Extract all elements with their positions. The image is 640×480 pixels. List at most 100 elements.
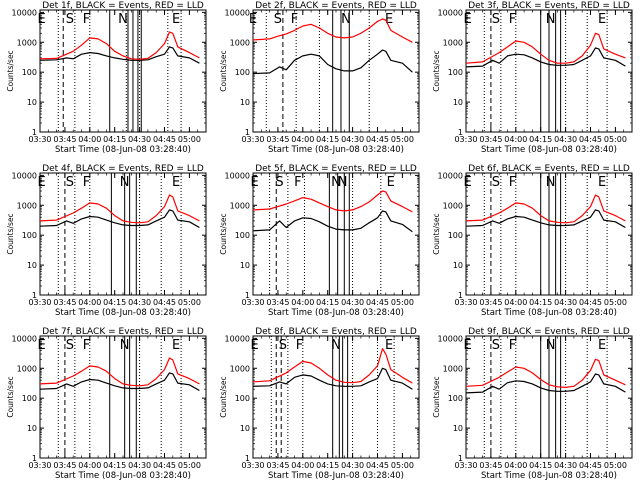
- x-tick-label: 04:15: [529, 461, 552, 470]
- detector-panel-5: Det 5f, BLACK = Events, RED = LLD 1 10 100 1…: [219, 164, 420, 318]
- y-tick-label: 10000: [225, 8, 250, 17]
- panel-title: Det 5f, BLACK = Events, RED = LLD: [255, 164, 417, 174]
- x-tick-label: 04:00: [291, 135, 314, 144]
- x-tick-label: 03:45: [479, 135, 502, 144]
- x-tick-label: 03:30: [28, 298, 51, 307]
- panel-title: Det 7f, BLACK = Events, RED = LLD: [42, 327, 204, 337]
- phase-marker: F: [509, 175, 516, 190]
- y-tick-label: 1: [32, 454, 37, 463]
- phase-marker: F: [291, 12, 298, 27]
- phase-marker: E: [464, 175, 472, 190]
- y-tick-label: 1000: [443, 201, 463, 210]
- x-tick-label: 05:00: [604, 135, 627, 144]
- x-tick-label: 03:45: [266, 461, 289, 470]
- x-tick-label: 04:30: [341, 135, 364, 144]
- x-tick-label: 04:45: [153, 135, 176, 144]
- events-series-line: [465, 209, 626, 229]
- x-tick-label: 04:45: [579, 298, 602, 307]
- y-tick-label: 10: [240, 424, 250, 433]
- x-tick-label: 04:15: [103, 461, 126, 470]
- phase-marker: S: [66, 175, 74, 190]
- phase-marker: F: [509, 12, 516, 27]
- lld-series-line: [252, 18, 413, 43]
- detector-panel-8: Det 8f, BLACK = Events, RED = LLD 1 10 100 1…: [219, 327, 420, 480]
- x-tick-label: 04:45: [153, 298, 176, 307]
- lld-series-line: [465, 358, 626, 388]
- phase-marker: E: [249, 12, 257, 27]
- y-tick-label: 10000: [225, 171, 250, 180]
- detector-panel-7: Det 7f, BLACK = Events, RED = LLD 1 10 100 1…: [6, 327, 207, 480]
- plot-frame: [252, 172, 420, 296]
- x-axis-label: Start Time (08-Jun-08 03:28:40): [55, 471, 191, 480]
- y-tick-label: 100: [448, 394, 463, 403]
- y-tick-label: 1000: [17, 38, 37, 47]
- y-tick-label: 10: [27, 98, 37, 107]
- x-tick-label: 04:15: [316, 298, 339, 307]
- x-tick-label: 04:30: [128, 135, 151, 144]
- x-tick-label: 03:45: [266, 298, 289, 307]
- phase-marker: E: [598, 338, 606, 353]
- x-tick-label: 05:00: [178, 135, 201, 144]
- phase-marker: E: [598, 175, 606, 190]
- phase-marker: E: [38, 12, 46, 27]
- lld-series-line: [39, 194, 200, 224]
- y-axis-label: Counts/sec: [6, 376, 15, 417]
- phase-marker: N: [331, 338, 341, 353]
- lld-series-line: [252, 190, 413, 213]
- phase-marker: E: [38, 338, 46, 353]
- x-axis-label: Start Time (08-Jun-08 03:28:40): [481, 471, 617, 480]
- x-tick-label: 04:15: [316, 135, 339, 144]
- y-axis-label: Counts/sec: [432, 50, 441, 91]
- x-tick-label: 04:45: [366, 135, 389, 144]
- x-tick-label: 04:15: [529, 135, 552, 144]
- phase-marker: E: [387, 175, 395, 190]
- y-tick-label: 10000: [12, 334, 37, 343]
- x-tick-label: 03:30: [454, 298, 477, 307]
- y-tick-label: 10000: [225, 334, 250, 343]
- x-axis-label: Start Time (08-Jun-08 03:28:40): [55, 145, 191, 155]
- y-tick-label: 1: [245, 291, 250, 300]
- x-tick-label: 05:00: [391, 135, 414, 144]
- x-tick-label: 04:45: [366, 298, 389, 307]
- lld-series-line: [39, 357, 200, 387]
- detector-panel-4: Det 4f, BLACK = Events, RED = LLD 1 10 100 1…: [6, 164, 207, 318]
- x-tick-label: 04:30: [554, 461, 577, 470]
- x-tick-label: 04:15: [103, 135, 126, 144]
- x-tick-label: 03:30: [241, 298, 264, 307]
- y-tick-label: 1000: [443, 364, 463, 373]
- phase-marker: S: [274, 12, 282, 27]
- x-tick-label: 03:30: [454, 461, 477, 470]
- events-series-line: [465, 373, 626, 394]
- plot-frame: [252, 9, 420, 133]
- events-series-line: [39, 209, 200, 229]
- y-tick-label: 10: [453, 98, 463, 107]
- y-tick-label: 100: [235, 394, 250, 403]
- x-tick-label: 03:30: [28, 461, 51, 470]
- y-tick-label: 100: [235, 68, 250, 77]
- y-axis-label: Counts/sec: [432, 376, 441, 417]
- phase-marker: E: [172, 12, 180, 27]
- x-tick-label: 03:45: [53, 135, 76, 144]
- x-tick-label: 04:30: [128, 461, 151, 470]
- x-tick-label: 03:45: [266, 135, 289, 144]
- phase-marker: E: [172, 338, 180, 353]
- x-tick-label: 05:00: [178, 461, 201, 470]
- lld-series-line: [252, 348, 413, 384]
- y-tick-label: 10: [27, 424, 37, 433]
- y-tick-label: 100: [448, 68, 463, 77]
- x-axis-label: Start Time (08-Jun-08 03:28:40): [268, 145, 404, 155]
- phase-marker: S: [492, 12, 500, 27]
- x-tick-label: 04:30: [128, 298, 151, 307]
- y-tick-label: 10: [27, 261, 37, 270]
- x-axis-label: Start Time (08-Jun-08 03:28:40): [481, 145, 617, 155]
- panel-title: Det 1f, BLACK = Events, RED = LLD: [42, 1, 204, 11]
- phase-marker: E: [251, 175, 259, 190]
- phase-marker: S: [275, 175, 283, 190]
- y-tick-label: 10: [240, 98, 250, 107]
- y-axis-label: Counts/sec: [219, 376, 228, 417]
- x-tick-label: 04:00: [78, 298, 101, 307]
- x-tick-label: 05:00: [178, 298, 201, 307]
- y-tick-label: 100: [448, 231, 463, 240]
- x-tick-label: 04:00: [291, 461, 314, 470]
